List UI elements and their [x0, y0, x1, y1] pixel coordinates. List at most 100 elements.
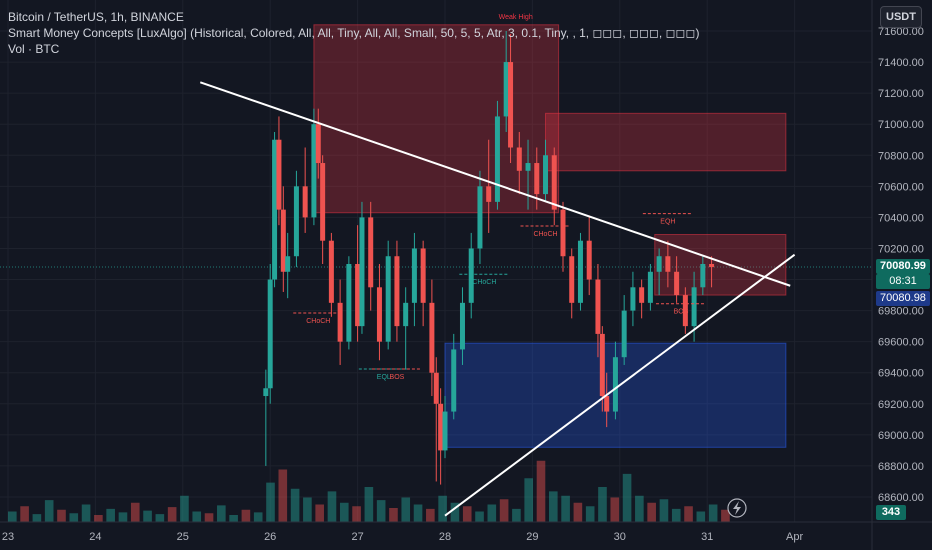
- structure-label: BOS: [674, 309, 689, 316]
- zone-label: Weak High: [499, 14, 533, 21]
- y-tick-label: 71400.00: [878, 57, 924, 69]
- volume-bar: [180, 495, 189, 522]
- candle-body: [700, 264, 706, 288]
- replay-icon[interactable]: [727, 498, 747, 518]
- chart-legend: Bitcoin / TetherUS, 1h, BINANCE Smart Mo…: [8, 9, 699, 57]
- trendlines[interactable]: [199, 81, 796, 517]
- candle-body: [477, 186, 483, 249]
- candle-body: [656, 256, 662, 272]
- chart-grid: [0, 0, 872, 522]
- candle-body: [315, 124, 321, 164]
- candle-body: [385, 256, 391, 342]
- y-tick-label: 70600.00: [878, 181, 924, 193]
- x-tick-label: 28: [439, 531, 451, 543]
- volume-bars: [8, 460, 730, 522]
- candle-body: [691, 287, 697, 327]
- volume-bar: [561, 495, 570, 522]
- trendline[interactable]: [199, 81, 791, 287]
- candle-body: [293, 186, 299, 257]
- volume-bar: [475, 511, 484, 522]
- volume-bar: [278, 469, 288, 522]
- candle-body: [647, 271, 653, 303]
- y-tick-label: 68800.00: [878, 461, 924, 473]
- candle-body: [276, 139, 282, 210]
- x-tick-label: 25: [177, 531, 189, 543]
- candle-body: [285, 256, 291, 272]
- x-tick-label: 23: [2, 531, 14, 543]
- y-tick-label: 69600.00: [878, 337, 924, 349]
- x-tick-label: 30: [614, 531, 626, 543]
- volume-bar: [118, 512, 128, 522]
- volume-bar: [659, 499, 669, 522]
- candle-body: [459, 302, 465, 350]
- candle-body: [494, 116, 500, 202]
- currency-button[interactable]: USDT: [880, 6, 922, 28]
- y-tick-label: 71000.00: [878, 119, 924, 131]
- y-axis[interactable]: 68600.00 68800.00 69000.00 69200.00 69400.00…: [871, 0, 924, 550]
- candle-body: [272, 139, 278, 280]
- y-tick-label: 70200.00: [878, 243, 924, 255]
- structure-label: EQH: [660, 219, 675, 226]
- x-axis[interactable]: 23 24 25 26 27 28 29 30 31 Apr: [0, 521, 932, 543]
- candle-body: [376, 287, 382, 342]
- volume-bar: [438, 495, 447, 522]
- candle-body: [433, 372, 439, 404]
- candle-body: [709, 264, 715, 268]
- volume-bar: [106, 508, 115, 522]
- y-tick-label: 70400.00: [878, 212, 924, 224]
- candle-body: [577, 240, 583, 303]
- volume-bar: [364, 487, 374, 522]
- volume-bar: [327, 491, 337, 522]
- candle-body: [551, 155, 557, 210]
- volume-bar: [315, 504, 324, 522]
- zone-supply: [313, 24, 560, 214]
- indicator-title[interactable]: Smart Money Concepts [LuxAlgo] (Historic…: [8, 26, 700, 40]
- candle-body: [508, 62, 514, 148]
- candle-body: [337, 302, 343, 342]
- x-tick-label: 26: [264, 531, 276, 543]
- volume-bar: [721, 509, 730, 522]
- volume-bar: [253, 512, 263, 522]
- volume-bar: [57, 509, 66, 522]
- zone-supply: [545, 112, 787, 172]
- symbol-title[interactable]: Bitcoin / TetherUS, 1h, BINANCE: [8, 10, 184, 24]
- structure-label: BOS: [390, 374, 405, 381]
- candle-body: [560, 209, 566, 257]
- candle-body: [280, 209, 286, 272]
- y-tick-label: 69800.00: [878, 306, 924, 318]
- candle-body: [516, 147, 522, 171]
- candle-body: [639, 287, 645, 303]
- volume-bar: [217, 505, 226, 522]
- volume-bar: [450, 502, 460, 522]
- volume-bar: [610, 497, 620, 522]
- volume-bar: [487, 504, 497, 522]
- candle-body: [368, 217, 374, 288]
- structure-label: CHoCH: [472, 279, 496, 286]
- y-tick-label: 69000.00: [878, 430, 924, 442]
- structure-label: CHoCH: [533, 231, 557, 238]
- candle-body: [599, 333, 605, 397]
- volume-bar: [524, 478, 534, 522]
- volume-value-tag: 343: [876, 505, 906, 520]
- volume-bar: [499, 499, 509, 522]
- trendline[interactable]: [444, 253, 796, 517]
- volume-bar: [622, 473, 632, 522]
- previous-close-tag: 70080.98: [876, 291, 930, 306]
- candle-body: [674, 271, 680, 296]
- candle-body: [267, 279, 273, 389]
- x-tick-label: 29: [526, 531, 538, 543]
- candlestick-series: [263, 31, 715, 485]
- volume-bar: [635, 495, 644, 522]
- volume-bar: [684, 506, 693, 522]
- volume-bar: [647, 502, 656, 522]
- volume-title[interactable]: Vol · BTC: [8, 42, 60, 56]
- candle-body: [569, 256, 575, 303]
- volume-bar: [303, 497, 312, 522]
- candle-body: [359, 217, 365, 327]
- y-tick-label: 71600.00: [878, 26, 924, 38]
- candle-body: [682, 295, 688, 327]
- volume-bar: [143, 510, 152, 522]
- x-tick-label: Apr: [786, 531, 803, 543]
